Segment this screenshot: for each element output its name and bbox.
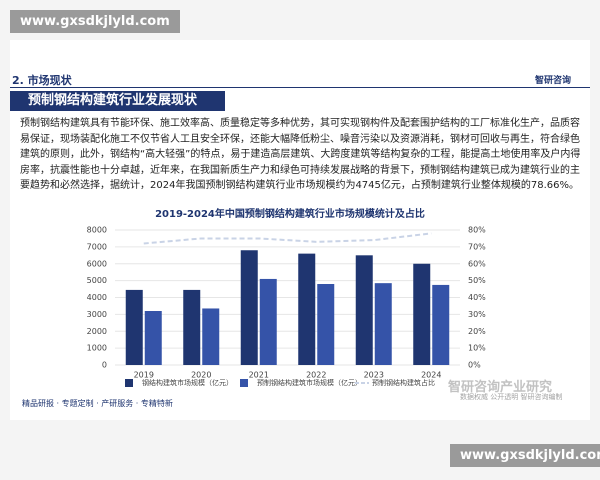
- brand: 智研咨询: [535, 76, 572, 86]
- bar: [240, 250, 258, 365]
- bar: [355, 255, 373, 365]
- chart-title: 2019-2024年中国预制钢结构建筑行业市场规模统计及占比: [155, 207, 425, 220]
- y2-tick-label: 80%: [468, 226, 486, 235]
- section-title: 2. 市场现状: [12, 74, 72, 87]
- y2-tick-label: 20%: [468, 327, 486, 336]
- legend-swatch: [125, 379, 133, 387]
- y-tick-label: 4000: [87, 293, 107, 302]
- legend-label: 预制钢结构建筑市场规模（亿元）: [257, 378, 362, 387]
- bar: [317, 284, 335, 365]
- y-tick-label: 5000: [87, 276, 107, 285]
- x-tick-label: 2024: [421, 371, 441, 380]
- y2-tick-label: 50%: [468, 276, 486, 285]
- x-tick-label: 2019: [134, 371, 154, 380]
- chart: 2019-2024年中国预制钢结构建筑行业市场规模统计及占比 0 1000 2000…: [87, 207, 486, 387]
- bar: [298, 253, 316, 365]
- rule: [10, 87, 590, 88]
- y2-tick-label: 70%: [468, 242, 486, 251]
- y-tick-label: 0: [102, 361, 107, 370]
- y-tick-label: 2000: [87, 327, 107, 336]
- bar: [125, 289, 143, 365]
- heading: 预制钢结构建筑行业发展现状: [10, 91, 225, 111]
- y-tick-label: 1000: [87, 344, 107, 353]
- y-tick-label: 6000: [87, 259, 107, 268]
- footer: 精品研报 · 专题定制 · 产研服务 · 专精特新: [22, 399, 173, 408]
- paragraph: 预制钢结构建筑具有节能环保、施工效率高、质量稳定等多种优势，其可实现钢构件及配套…: [20, 118, 581, 191]
- bar: [183, 289, 201, 365]
- watermark: www.gxsdkjlyld.com: [10, 10, 180, 33]
- y2-tick-label: 10%: [468, 344, 486, 353]
- y2-tick-label: 40%: [468, 293, 486, 302]
- y2-tick-label: 0%: [468, 361, 481, 370]
- y-tick-label: 3000: [87, 310, 107, 319]
- y2-tick-label: 30%: [468, 310, 486, 319]
- x-tick-label: 2020: [191, 371, 211, 380]
- legend-label: 钢结构建筑市场规模（亿元）: [142, 378, 233, 387]
- bar: [374, 283, 392, 365]
- bar: [202, 308, 220, 365]
- x-tick-label: 2021: [249, 371, 269, 380]
- y-tick-label: 7000: [87, 242, 107, 251]
- watermark: www.gxsdkjlyld.com: [450, 444, 600, 467]
- y-tick-label: 8000: [87, 226, 107, 235]
- x-tick-label: 2022: [306, 371, 326, 380]
- bar: [144, 311, 162, 365]
- line: [143, 232, 432, 245]
- x-tick-label: 2023: [364, 371, 384, 380]
- y2-tick-label: 60%: [468, 259, 486, 268]
- bar: [259, 278, 277, 365]
- legend-label: 预制钢结构建筑占比: [372, 378, 435, 387]
- bar: [413, 263, 431, 365]
- bar: [432, 284, 450, 365]
- overlay-title: 智研咨询产业研究: [448, 380, 553, 395]
- legend-swatch: [240, 379, 248, 387]
- overlay-sub: 数据权威 公开透明 智研咨询编制: [460, 393, 563, 401]
